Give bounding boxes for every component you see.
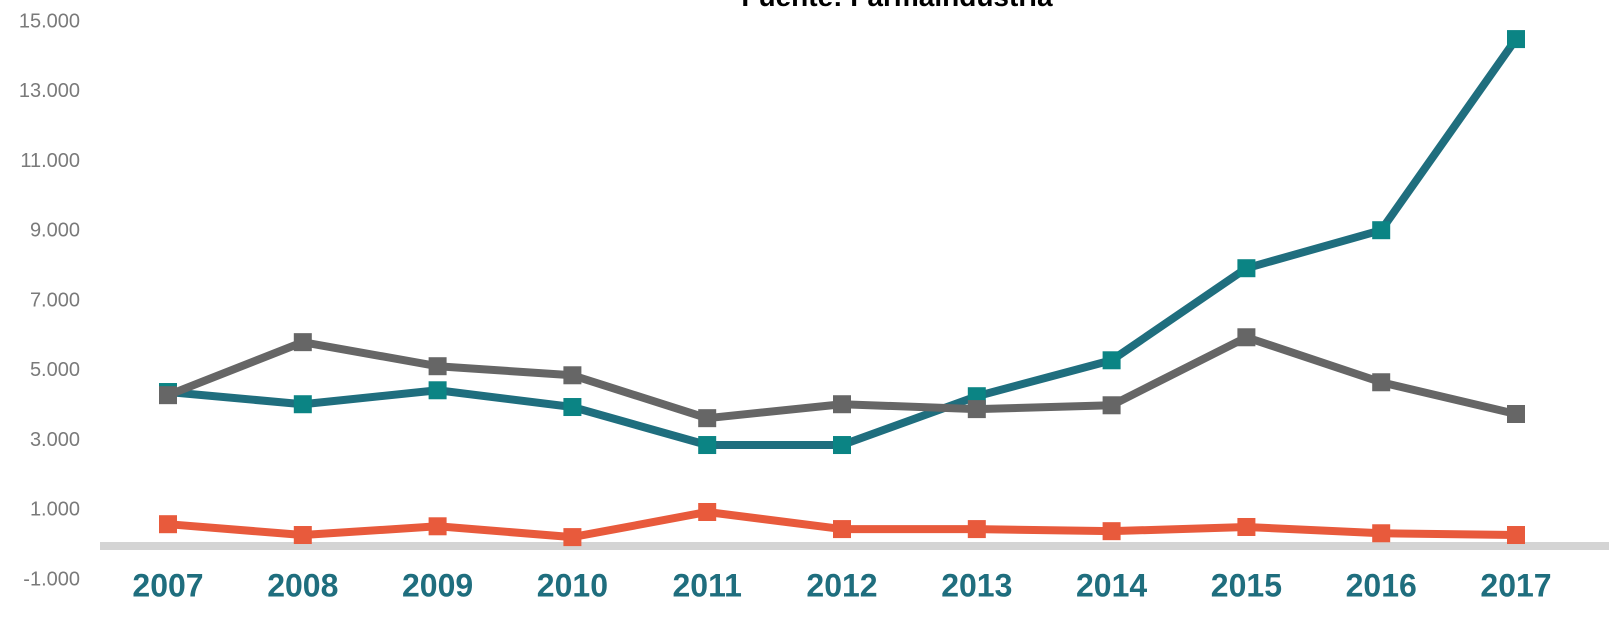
marker [1507,526,1525,545]
x-tick-label: 2010 [537,567,608,603]
x-tick-label: 2009 [402,567,473,603]
y-tick-label: 3.000 [30,429,80,451]
x-tick-label: 2007 [132,567,203,603]
y-tick-label: 9.000 [30,220,80,242]
marker [833,520,851,539]
series-line [167,36,1520,450]
marker [1102,351,1121,370]
marker [1372,524,1391,543]
x-axis-line [100,542,1609,550]
marker [428,357,447,376]
marker [698,409,717,428]
marker [1507,30,1525,49]
y-tick-label: 13.000 [19,80,80,102]
y-tick-label: 7.000 [30,289,80,311]
marker [293,395,312,414]
marker [1372,221,1391,240]
marker [1372,373,1391,392]
marker [833,395,851,414]
x-tick-label: 2013 [941,567,1012,603]
marker [1237,328,1256,347]
marker [563,366,582,385]
y-tick-label: 5.000 [30,359,80,381]
marker [563,528,582,547]
y-tick-label: 15.000 [19,10,80,32]
marker [159,386,177,405]
marker [293,526,312,545]
x-tick-label: 2014 [1076,567,1147,603]
x-tick-label: 2011 [672,567,741,603]
x-tick-label: 2016 [1346,567,1417,603]
marker [159,515,177,534]
marker [1102,396,1121,415]
marker [967,520,986,539]
marker [1237,517,1256,536]
marker [428,517,447,536]
marker [698,436,717,455]
marker [563,398,582,417]
marker [293,333,312,352]
x-tick-label: 2012 [806,567,877,603]
marker [1237,259,1256,278]
x-tick-label: 2015 [1211,567,1282,603]
x-tick-label: 2017 [1480,567,1551,603]
y-tick-label: 1.000 [30,499,80,521]
marker [1507,404,1525,423]
marker [967,400,986,419]
y-tick-label: 11.000 [20,150,80,172]
marker [428,381,447,400]
x-tick-label: 2008 [267,567,338,603]
marker [698,502,717,521]
marker [1102,522,1121,541]
chart-title: Fuente: Farmaindustria [741,0,1053,12]
marker [833,436,851,455]
y-tick-label: -1.000 [23,568,80,590]
